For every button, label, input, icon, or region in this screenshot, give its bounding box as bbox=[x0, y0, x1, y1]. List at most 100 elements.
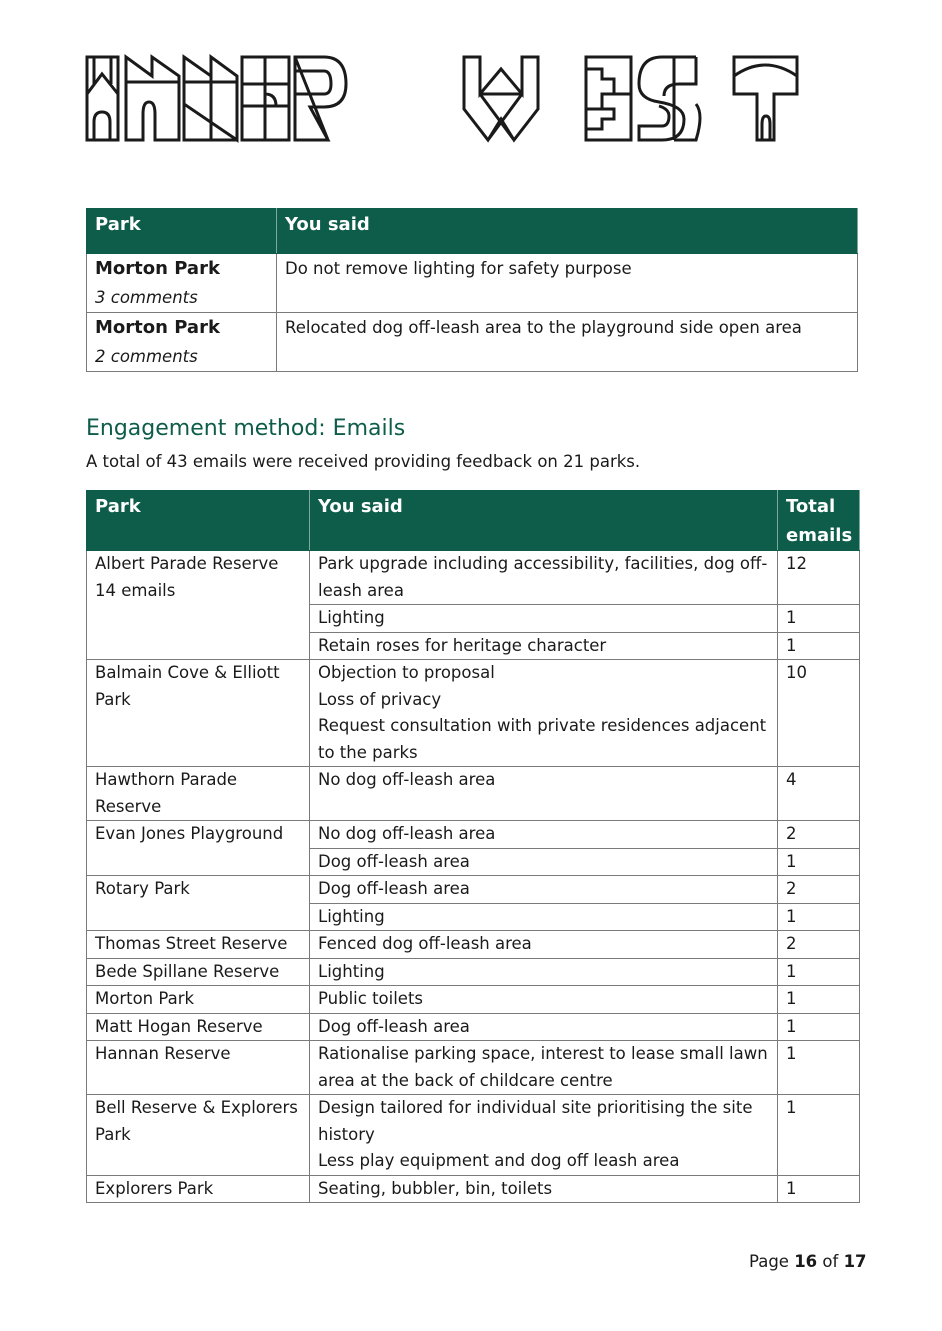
feedback-line: Lighting bbox=[318, 608, 385, 627]
table-row: Hawthorn Parade Reserve No dog off-leash … bbox=[86, 766, 860, 821]
total-emails-cell: 1 bbox=[777, 631, 860, 660]
table-row: Albert Parade Reserve 14 emails Park upgra… bbox=[86, 550, 860, 660]
feedback-line: Public toilets bbox=[318, 989, 424, 1008]
feedback-line: Retain roses for heritage character bbox=[318, 635, 607, 655]
table-row: Morton Park Public toilets 1 bbox=[86, 985, 860, 1014]
table-row: Bell Reserve & Explorers Park Design tail… bbox=[86, 1094, 860, 1176]
park-cell: Albert Parade Reserve 14 emails bbox=[86, 550, 310, 660]
total-emails-cell: 1 bbox=[777, 1012, 860, 1041]
feedback-line: Lighting bbox=[318, 906, 385, 926]
park-name: Matt Hogan Reserve bbox=[95, 1016, 263, 1036]
total-emails-cell: 1 bbox=[777, 604, 860, 633]
park-cell: Thomas Street Reserve bbox=[86, 930, 310, 959]
you-said-cell: No dog off-leash area bbox=[309, 820, 778, 849]
park-cell: Bede Spillane Reserve bbox=[86, 957, 310, 986]
park-name: Hannan Reserve bbox=[95, 1044, 231, 1063]
table-row: Dog off-leash area 1 bbox=[87, 847, 860, 876]
park-name: Albert Parade Reserve bbox=[95, 554, 279, 573]
you-said-cell: Dog off-leash area bbox=[309, 875, 778, 904]
park-name: Evan Jones Playground bbox=[95, 824, 284, 843]
park-name: Explorers Park bbox=[95, 1178, 214, 1198]
you-said-cell: Objection to proposal Loss of privacy Requ… bbox=[309, 659, 778, 767]
header-total-emails: Total emails bbox=[777, 490, 860, 551]
total-emails-cell: 1 bbox=[777, 985, 860, 1014]
table-row: Matt Hogan Reserve Dog off-leash area 1 bbox=[86, 1012, 860, 1041]
park-name: Morton Park bbox=[95, 989, 195, 1008]
feedback-line: No dog off-leash area bbox=[318, 770, 496, 789]
park-name: Morton Park bbox=[95, 258, 220, 279]
park-cell: Rotary Park bbox=[86, 875, 310, 931]
you-said-cell: Dog off-leash area bbox=[309, 1012, 778, 1041]
park-name: Hawthorn Parade Reserve bbox=[95, 770, 238, 816]
you-said-cell: Dog off-leash area bbox=[309, 847, 778, 876]
feedback-line: Request consultation with private reside… bbox=[318, 716, 767, 762]
header-you-said: You said bbox=[276, 208, 858, 254]
comment-count: 2 comments bbox=[95, 347, 198, 366]
header-park: Park bbox=[86, 490, 310, 551]
table-row: Balmain Cove & Elliott Park Objection to … bbox=[86, 659, 860, 767]
park-cell: Hawthorn Parade Reserve bbox=[86, 766, 310, 821]
comments-table: Park You said Morton Park 3 comments Do n… bbox=[86, 208, 858, 372]
emails-table: Park You said Total emails Albert Parade… bbox=[86, 490, 860, 1203]
page-number: Page 16 of 17 bbox=[749, 1252, 867, 1271]
you-said-cell: Relocated dog off-leash area to the play… bbox=[276, 312, 858, 372]
table-row: Morton Park 2 comments Relocated dog off-… bbox=[86, 312, 858, 372]
park-name: Bede Spillane Reserve bbox=[95, 961, 280, 981]
page-label: Page bbox=[749, 1252, 789, 1271]
email-count: 14 emails bbox=[95, 580, 176, 600]
you-said-cell: Fenced dog off-leash area bbox=[309, 930, 778, 959]
feedback-line: Design tailored for individual site prio… bbox=[318, 1098, 753, 1144]
park-cell: Hannan Reserve bbox=[86, 1040, 310, 1095]
table-row: Lighting 1 bbox=[87, 902, 860, 931]
table-header-row: Park You said Total emails bbox=[86, 490, 860, 551]
total-emails-cell: 2 bbox=[777, 820, 860, 849]
feedback-line: Dog off-leash area bbox=[318, 879, 470, 898]
total-emails-cell: 1 bbox=[777, 957, 860, 986]
section-intro: A total of 43 emails were received provi… bbox=[86, 452, 641, 471]
park-name: Balmain Cove & Elliott Park bbox=[95, 663, 280, 709]
header-you-said: You said bbox=[309, 490, 778, 551]
you-said-cell: Rationalise parking space, interest to l… bbox=[309, 1040, 778, 1095]
feedback-line: Dog off-leash area bbox=[318, 1016, 470, 1036]
feedback-line: Rationalise parking space, interest to l… bbox=[318, 1044, 768, 1090]
total-emails-cell: 12 bbox=[777, 550, 860, 605]
table-row: Morton Park 3 comments Do not remove ligh… bbox=[86, 253, 858, 313]
inner-west-logo bbox=[85, 54, 799, 143]
feedback-line: Lighting bbox=[318, 961, 385, 981]
feedback-line: Less play equipment and dog off leash ar… bbox=[318, 1151, 680, 1170]
you-said-cell: No dog off-leash area bbox=[309, 766, 778, 821]
you-said-cell: Lighting bbox=[309, 957, 778, 986]
table-row: Hannan Reserve Rationalise parking space,… bbox=[86, 1040, 860, 1095]
total-emails-cell: 1 bbox=[777, 1094, 860, 1176]
table-row: Evan Jones Playground No dog off-leash ar… bbox=[86, 820, 860, 876]
park-cell: Matt Hogan Reserve bbox=[86, 1012, 310, 1041]
total-emails-cell: 1 bbox=[777, 847, 860, 876]
total-emails-cell: 1 bbox=[777, 902, 860, 931]
table-row: Thomas Street Reserve Fenced dog off-leas… bbox=[86, 930, 860, 959]
feedback-line: No dog off-leash area bbox=[318, 824, 496, 843]
table-row: Bede Spillane Reserve Lighting 1 bbox=[86, 957, 860, 986]
table-row: Rotary Park Dog off-leash area 2 bbox=[86, 875, 860, 931]
park-name: Morton Park bbox=[95, 317, 220, 338]
park-cell: Balmain Cove & Elliott Park bbox=[86, 659, 310, 767]
you-said-cell: Public toilets bbox=[309, 985, 778, 1014]
park-cell: Morton Park bbox=[86, 985, 310, 1014]
total-emails-cell: 2 bbox=[777, 930, 860, 959]
table-row: Explorers Park Seating, bubbler, bin, toi… bbox=[86, 1174, 860, 1203]
feedback-line: Loss of privacy bbox=[318, 689, 442, 709]
total-emails-cell: 10 bbox=[777, 659, 860, 767]
total-emails-cell: 2 bbox=[777, 875, 860, 904]
page-of: of bbox=[822, 1252, 839, 1271]
park-name: Bell Reserve & Explorers Park bbox=[95, 1098, 298, 1144]
feedback-line: Dog off-leash area bbox=[318, 851, 470, 871]
park-cell: Bell Reserve & Explorers Park bbox=[86, 1094, 310, 1176]
section-heading: Engagement method: Emails bbox=[86, 416, 406, 441]
park-cell: Evan Jones Playground bbox=[86, 820, 310, 876]
you-said-cell: Design tailored for individual site prio… bbox=[309, 1094, 778, 1176]
you-said-cell: Lighting bbox=[309, 902, 778, 931]
feedback-line: Fenced dog off-leash area bbox=[318, 934, 532, 953]
park-cell: Morton Park 2 comments bbox=[86, 312, 277, 372]
park-name: Rotary Park bbox=[95, 879, 190, 898]
table-row: Retain roses for heritage character 1 bbox=[87, 631, 860, 660]
total-emails-cell: 1 bbox=[777, 1040, 860, 1095]
